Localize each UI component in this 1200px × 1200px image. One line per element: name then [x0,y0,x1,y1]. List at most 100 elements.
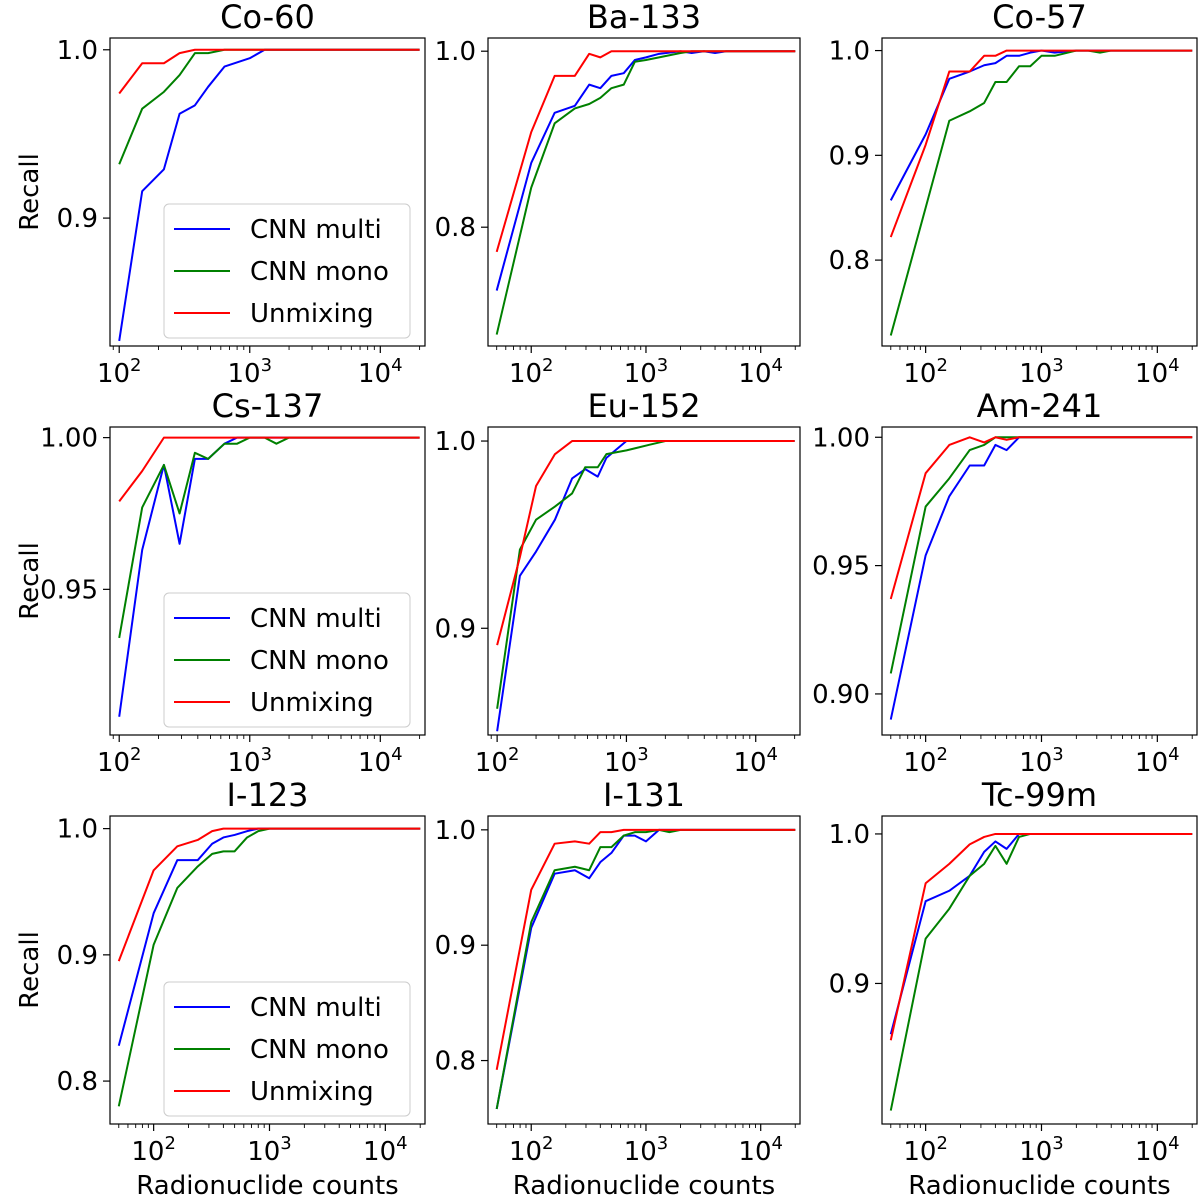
x-tick-label: 102 [903,355,948,389]
panel-title: Co-60 [220,0,315,36]
x-tick-label: 103 [1019,1133,1064,1167]
y-tick-label: 0.9 [435,614,476,644]
plot-frame [487,37,801,347]
series-line-unmixing [495,828,796,1070]
series-line-unmixing [496,440,795,646]
series-line-cnn-mono [889,436,1193,674]
legend-label-cnn-mono: CNN mono [250,1035,389,1065]
series-line-cnn-mono [889,49,1193,336]
legend-label-cnn-mono: CNN mono [250,257,389,287]
y-tick-label: 1.0 [435,427,476,457]
x-axis-label: Radionuclide counts [908,1171,1170,1200]
panel-title: I-123 [226,776,308,814]
x-tick-label: 103 [1019,355,1064,389]
series-line-cnn-mono [118,48,420,165]
x-tick-label: 102 [475,744,520,778]
plot-frame [109,815,426,1125]
y-tick-label: 1.0 [57,815,98,845]
x-tick-label: 104 [1135,355,1180,389]
legend-label-cnn-mono: CNN mono [250,646,389,676]
y-axis-label: Recall [15,542,45,620]
panel-title: Co-57 [992,0,1087,36]
y-tick-label: 0.9 [57,941,98,971]
y-tick-label: 0.95 [40,575,98,605]
panel-i-131: I-131 0.8 0.9 1.0 102 103 104 Radionuclide coun… [435,776,801,1200]
legend-label-cnn-multi: CNN multi [250,215,382,245]
x-tick-label: 102 [97,744,142,778]
legend: CNN multi CNN mono Unmixing [163,981,411,1117]
x-tick-label: 102 [509,355,554,389]
x-tick-label: 104 [1135,1133,1180,1167]
legend-label-cnn-multi: CNN multi [250,993,382,1023]
series-line-cnn-multi [496,440,795,732]
y-tick-label: 0.8 [435,213,476,243]
x-tick-label: 104 [738,355,783,389]
panel-tc-99m: Tc-99m 0.9 1.0 102 103 104 Radionuclide counts [829,776,1198,1200]
x-tick-label: 103 [604,744,649,778]
panel-title: Cs-137 [212,387,324,425]
series-line-cnn-mono [496,440,795,709]
series-line-unmixing [118,48,420,95]
x-tick-label: 104 [358,355,403,389]
x-tick-label: 104 [733,744,778,778]
series-line-unmixing [889,436,1193,600]
legend-label-unmixing: Unmixing [250,299,374,329]
y-tick-label: 0.95 [812,552,870,582]
y-axis-label: Recall [15,931,45,1009]
x-tick-label: 103 [247,1133,292,1167]
plot-frame [487,426,801,736]
legend-box [163,203,411,339]
legend-label-unmixing: Unmixing [250,688,374,718]
panel-i-123: I-123 0.8 0.9 1.0 102 103 104 Recall Radionuclid… [15,776,426,1200]
y-tick-label: 0.8 [57,1067,98,1097]
plot-frame [109,426,426,736]
y-tick-label: 0.9 [829,141,870,171]
legend: CNN multi CNN mono Unmixing [163,592,411,728]
legend-box [163,592,411,728]
x-tick-label: 102 [903,744,948,778]
y-tick-label: 1.00 [40,424,98,454]
series-line-unmixing [889,832,1193,1041]
panel-title: I-131 [603,776,685,814]
panel-am-241: Am-241 0.90 0.95 1.00 102 103 104 [812,387,1198,778]
y-tick-label: 1.0 [829,820,870,850]
y-tick-label: 1.00 [812,423,870,453]
series-line-unmixing [118,436,420,502]
panel-ba-133: Ba-133 0.8 1.0 102 103 104 [435,0,801,389]
y-tick-label: 0.9 [435,931,476,961]
series-line-unmixing [495,50,796,253]
x-axis-label: Radionuclide counts [136,1171,398,1200]
y-tick-label: 1.0 [435,816,476,846]
series-line-cnn-mono [495,50,796,335]
plot-frame [487,815,801,1125]
y-axis-label: Recall [15,153,45,231]
x-tick-label: 103 [624,355,669,389]
legend-label-cnn-multi: CNN multi [250,604,382,634]
y-tick-label: 1.0 [57,36,98,66]
x-tick-label: 103 [624,1133,669,1167]
series-line-cnn-multi [889,49,1193,201]
y-tick-label: 0.8 [829,246,870,276]
y-tick-label: 0.9 [829,969,870,999]
y-tick-label: 1.0 [435,37,476,67]
x-tick-label: 104 [738,1133,783,1167]
x-tick-label: 103 [227,744,272,778]
y-tick-label: 1.0 [829,37,870,67]
panel-title: Am-241 [977,387,1103,425]
x-tick-label: 104 [363,1133,408,1167]
panel-title: Eu-152 [587,387,700,425]
x-tick-label: 102 [131,1133,176,1167]
y-tick-label: 0.9 [57,204,98,234]
plot-frame [881,37,1198,347]
series-line-cnn-mono [118,436,420,639]
panel-title: Ba-133 [587,0,701,36]
series-line-cnn-mono [495,828,796,1110]
legend-box [163,981,411,1117]
x-tick-label: 103 [1019,744,1064,778]
x-tick-label: 103 [227,355,272,389]
plot-frame [881,815,1198,1125]
series-line-cnn-multi [889,436,1193,720]
